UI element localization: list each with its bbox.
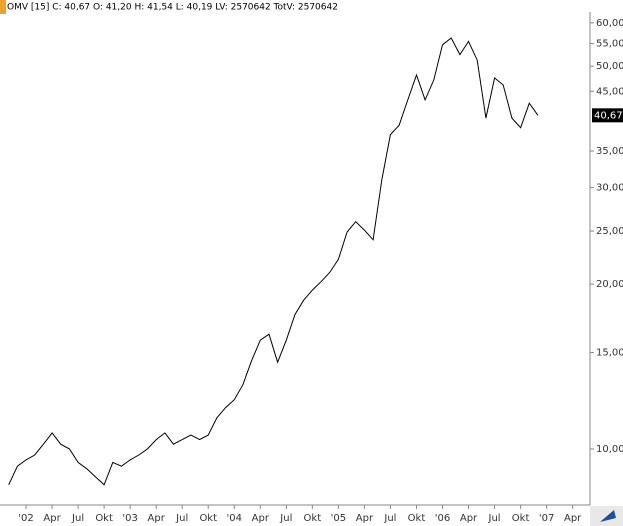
x-tick-label: Apr [252,513,270,524]
x-tick-label: Jul [279,513,292,524]
y-tick-label: 15,00 [596,348,623,359]
y-tick-label: 60,00 [596,18,623,29]
x-tick-label: '05 [331,513,346,524]
y-tick-label: 20,00 [596,279,623,290]
y-tick-label: 55,00 [596,39,623,50]
x-tick-label: Apr [148,513,166,524]
last-price-label: 40,67 [594,110,623,121]
x-tick-label: '02 [18,513,33,524]
x-tick-label: Jul [383,513,396,524]
symbol-marker [0,0,6,14]
x-tick-label: '06 [435,513,450,524]
x-tick-label: Apr [460,513,478,524]
x-tick-label: Apr [564,513,582,524]
x-tick-label: '07 [539,513,554,524]
x-tick-label: Jul [488,513,501,524]
y-tick-label: 50,00 [596,61,623,72]
y-tick-label: 35,00 [596,146,623,157]
x-tick-label: '04 [227,513,242,524]
x-tick-label: Apr [43,513,61,524]
corner-icon[interactable] [600,510,616,522]
y-tick-label: 30,00 [596,183,623,194]
x-tick-label: Jul [71,513,84,524]
x-tick-label: Okt [95,513,113,524]
last-price-box [592,108,623,123]
x-tick-label: Okt [512,513,530,524]
x-tick-label: Okt [304,513,322,524]
x-tick-label: '03 [122,513,137,524]
chart-title: OMV [15] C: 40,67 O: 41,20 H: 41,54 L: 4… [7,3,338,13]
y-tick-label: 10,00 [596,444,623,455]
corner [590,506,623,526]
price-line [8,37,539,486]
x-tick-label: Jul [175,513,188,524]
y-tick-label: 25,00 [596,226,623,237]
x-tick-label: Okt [408,513,426,524]
x-tick-label: Apr [356,513,374,524]
y-tick-label: 45,00 [596,86,623,97]
x-tick-label: Okt [199,513,217,524]
